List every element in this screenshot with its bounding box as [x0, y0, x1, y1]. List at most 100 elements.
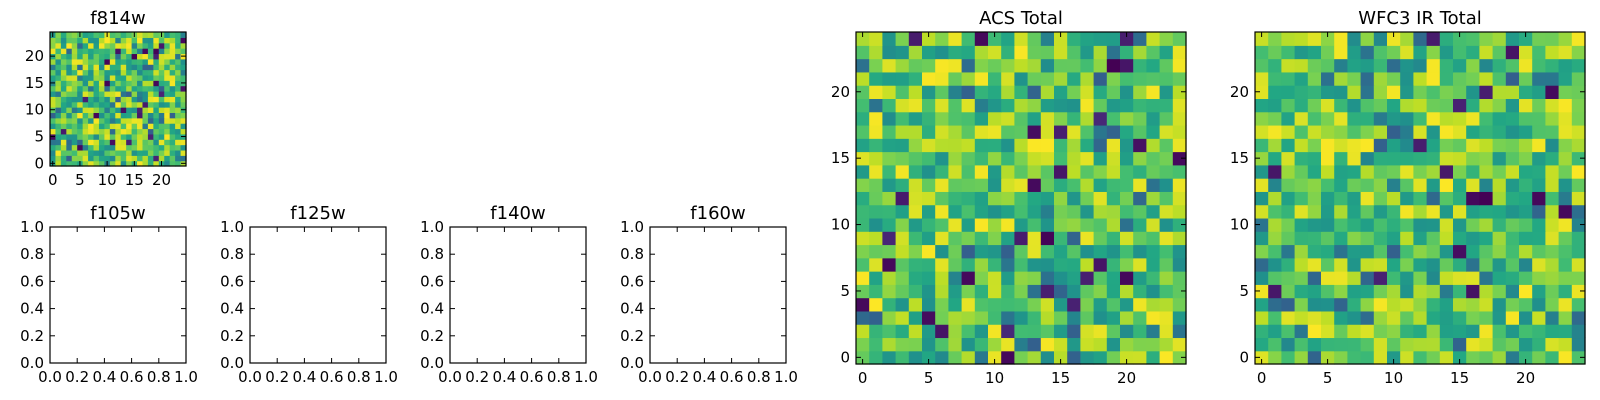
heatmap-cell — [147, 85, 154, 92]
heatmap-cell — [126, 37, 133, 44]
heatmap-cell — [1360, 231, 1375, 246]
heatmap-cell — [142, 53, 149, 60]
heatmap-cell — [948, 244, 963, 259]
heatmap-cell — [1439, 337, 1454, 352]
heatmap-cell — [109, 96, 116, 103]
heatmap-cell — [1172, 85, 1187, 99]
heatmap-cell — [93, 139, 100, 146]
heatmap-cell — [88, 107, 95, 113]
heatmap-cell — [1387, 350, 1401, 365]
heatmap-cell — [1466, 217, 1480, 232]
heatmap-cell — [175, 139, 182, 146]
heatmap-cell — [1093, 231, 1108, 246]
heatmap-cell — [1360, 204, 1375, 219]
heatmap-cell — [1492, 85, 1507, 99]
heatmap-cell — [988, 284, 1002, 299]
heatmap-cell — [1067, 217, 1081, 232]
heatmap-cell — [1027, 164, 1042, 179]
heatmap-cell — [1426, 204, 1441, 219]
y-tick-label: 10 — [831, 216, 850, 234]
heatmap-cell — [895, 45, 910, 60]
heatmap-cell — [1080, 257, 1095, 272]
heatmap-cell — [1413, 297, 1428, 312]
heatmap-cell — [88, 37, 95, 44]
heatmap-cell — [98, 85, 105, 92]
heatmap-cell — [60, 112, 67, 119]
heatmap-cell — [856, 191, 870, 206]
heatmap-cell — [77, 90, 84, 97]
heatmap-cell — [1268, 98, 1282, 113]
heatmap-cell — [1106, 98, 1121, 113]
heatmap-cell — [1106, 284, 1121, 299]
heatmap-cell — [137, 69, 144, 76]
heatmap-cell — [1014, 178, 1029, 192]
heatmap-cell — [1321, 98, 1335, 113]
heatmap-cell — [93, 90, 100, 97]
heatmap-cell — [1479, 310, 1494, 325]
heatmap-cell — [1307, 178, 1322, 192]
heatmap-cell — [82, 80, 89, 87]
heatmap-cell — [1360, 324, 1375, 339]
heatmap-cell — [60, 133, 67, 140]
y-tick-label: 1.0 — [220, 218, 244, 236]
heatmap-cell — [948, 138, 963, 153]
heatmap-cell — [50, 64, 57, 71]
heatmap-cell — [1334, 164, 1348, 179]
y-tick-label: 0.0 — [20, 354, 44, 372]
heatmap-cell — [1001, 191, 1015, 206]
y-tick-label: 0.8 — [620, 245, 644, 263]
heatmap-cell — [1453, 271, 1467, 285]
heatmap-cell — [55, 155, 62, 162]
heatmap-cell — [109, 90, 116, 97]
heatmap-cell — [1001, 58, 1015, 73]
y-tick-label: 0.4 — [220, 300, 244, 318]
heatmap-cell — [961, 124, 976, 139]
heatmap-cell — [82, 144, 89, 151]
heatmap-cell — [1321, 217, 1335, 232]
heatmap-cell — [1133, 58, 1147, 73]
heatmap-cell — [1067, 151, 1081, 166]
heatmap-cell — [98, 90, 105, 97]
heatmap-cell — [1387, 178, 1401, 192]
heatmap-cell — [1545, 350, 1560, 365]
heatmap-cell — [158, 139, 165, 146]
heatmap-cell — [169, 101, 176, 108]
x-tick-label: 0 — [858, 369, 868, 387]
heatmap-cell — [158, 85, 165, 92]
heatmap-cell — [142, 85, 149, 92]
heatmap-cell — [109, 155, 116, 162]
heatmap-cell — [1040, 231, 1055, 246]
heatmap-cell — [922, 257, 936, 272]
heatmap-cell — [882, 164, 897, 179]
x-tick-label: 0.2 — [265, 368, 289, 386]
heatmap-cell — [1067, 271, 1081, 285]
heatmap-cell — [1106, 164, 1121, 179]
heatmap-cell — [1001, 310, 1015, 325]
heatmap-cell — [158, 90, 165, 97]
heatmap-cell — [1040, 58, 1055, 73]
heatmap-cell — [1413, 71, 1428, 86]
x-tick-label: 0.4 — [692, 368, 716, 386]
heatmap-cell — [1400, 124, 1414, 139]
heatmap-cell — [1281, 324, 1296, 339]
heatmap-cell — [974, 178, 989, 192]
heatmap-cell — [1347, 350, 1362, 365]
heatmap-cell — [1505, 138, 1520, 153]
heatmap-cell — [115, 42, 122, 49]
heatmap-cell — [158, 112, 165, 119]
heatmap-cell — [1426, 284, 1441, 299]
heatmap-cell — [856, 297, 870, 312]
heatmap-cell — [180, 117, 187, 124]
heatmap-cell — [153, 112, 160, 119]
heatmap-cell — [974, 151, 989, 166]
heatmap-cell — [1492, 231, 1507, 246]
heatmap-cell — [158, 42, 165, 49]
y-tick-label: 0 — [1239, 348, 1249, 366]
heatmap-cell — [120, 155, 127, 162]
heatmap-cell — [1387, 271, 1401, 285]
heatmap-cell — [1558, 310, 1573, 325]
heatmap-cell — [1453, 350, 1467, 365]
heatmap-cell — [882, 217, 897, 232]
heatmap-cell — [1040, 151, 1055, 166]
heatmap-cell — [1054, 138, 1068, 153]
